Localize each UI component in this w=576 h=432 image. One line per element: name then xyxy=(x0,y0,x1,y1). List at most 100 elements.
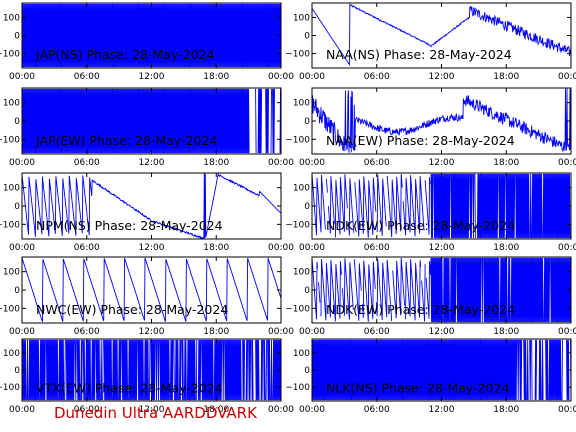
xtick-label: 06:00 xyxy=(364,243,390,253)
xtick-label: 12:00 xyxy=(429,72,455,82)
panel-title: NWC(EW) Phase: 28-May-2024 xyxy=(36,302,228,317)
trace-ndk-ew1 xyxy=(312,173,571,239)
ytick-label: 0 xyxy=(304,286,310,296)
xtick-label: 12:00 xyxy=(139,158,165,168)
xtick-label: 00:00 xyxy=(268,405,294,415)
xtick-label: 00:00 xyxy=(268,243,294,253)
ytick-label: −100 xyxy=(0,135,20,145)
trace-ndk-ew2 xyxy=(312,257,571,323)
ytick-label: 0 xyxy=(14,202,20,212)
ytick-label: 100 xyxy=(293,349,310,359)
ytick-label: −100 xyxy=(0,220,20,230)
ytick-label: 0 xyxy=(304,32,310,42)
xtick-label: 00:00 xyxy=(558,158,576,168)
xtick-label: 00:00 xyxy=(299,72,325,82)
xtick-label: 12:00 xyxy=(139,327,165,337)
panel-title: NDK(EW) Phase: 28-May-2024 xyxy=(326,218,515,233)
xtick-label: 00:00 xyxy=(558,72,576,82)
xtick-label: 18:00 xyxy=(203,72,229,82)
ytick-label: 100 xyxy=(293,268,310,278)
xtick-label: 12:00 xyxy=(139,72,165,82)
xtick-label: 00:00 xyxy=(558,405,576,415)
trace-naa-ns xyxy=(312,3,571,67)
trace-npm-ns xyxy=(22,173,281,239)
panel-naa-ns: 1000−10000:0006:0012:0018:0000:00NAA(NS)… xyxy=(285,2,576,82)
ytick-label: 100 xyxy=(293,13,310,23)
xtick-label: 00:00 xyxy=(9,243,35,253)
footer-credit: Dunedin Ultra AARDDVARK xyxy=(54,404,257,422)
ytick-label: 100 xyxy=(3,184,20,194)
ytick-label: 100 xyxy=(293,184,310,194)
ytick-label: −100 xyxy=(0,304,20,314)
ytick-label: 100 xyxy=(3,349,20,359)
xtick-label: 18:00 xyxy=(203,243,229,253)
xtick-label: 00:00 xyxy=(299,158,325,168)
xtick-label: 06:00 xyxy=(364,72,390,82)
xtick-label: 00:00 xyxy=(268,327,294,337)
xtick-label: 06:00 xyxy=(74,158,100,168)
xtick-label: 00:00 xyxy=(299,243,325,253)
xtick-label: 12:00 xyxy=(139,243,165,253)
xtick-label: 06:00 xyxy=(364,158,390,168)
xtick-label: 00:00 xyxy=(558,243,576,253)
xtick-label: 00:00 xyxy=(299,405,325,415)
xtick-label: 12:00 xyxy=(429,327,455,337)
panel-nlk-ns: 1000−10000:0006:0012:0018:0000:00NLK(NS)… xyxy=(285,338,576,415)
panel-title: NPM(NS) Phase: 28-May-2024 xyxy=(36,218,223,233)
ytick-label: 100 xyxy=(3,99,20,109)
ytick-label: 100 xyxy=(3,13,20,23)
panel-title: NAA(EW) Phase: 28-May-2024 xyxy=(326,133,515,148)
panel-title: VTX(EW) Phase: 28-May-2024 xyxy=(36,380,223,395)
xtick-label: 12:00 xyxy=(429,158,455,168)
panel-jap-ew: 1000−10000:0006:0012:0018:0000:00JAP(EW)… xyxy=(0,87,294,168)
ytick-label: 100 xyxy=(3,268,20,278)
ytick-label: 0 xyxy=(304,202,310,212)
xtick-label: 18:00 xyxy=(493,158,519,168)
xtick-label: 00:00 xyxy=(268,72,294,82)
xtick-label: 06:00 xyxy=(74,327,100,337)
ytick-label: −100 xyxy=(0,50,20,60)
trace-nwc-ew xyxy=(22,257,281,322)
xtick-label: 12:00 xyxy=(139,405,165,415)
panel-vtx-ew: 1000−10000:0006:0012:0018:0000:00VTX(EW)… xyxy=(0,338,294,415)
panel-title: NLK(NS) Phase: 28-May-2024 xyxy=(326,380,509,395)
xtick-label: 18:00 xyxy=(203,158,229,168)
xtick-label: 06:00 xyxy=(74,243,100,253)
xtick-label: 00:00 xyxy=(9,72,35,82)
trace-vtx-ew xyxy=(22,339,281,401)
panel-title: JAP(NS) Phase: 28-May-2024 xyxy=(35,47,214,62)
xtick-label: 00:00 xyxy=(268,158,294,168)
xtick-label: 06:00 xyxy=(74,72,100,82)
xtick-label: 18:00 xyxy=(493,243,519,253)
xtick-label: 00:00 xyxy=(9,327,35,337)
xtick-label: 00:00 xyxy=(299,327,325,337)
xtick-label: 18:00 xyxy=(493,327,519,337)
xtick-label: 00:00 xyxy=(9,158,35,168)
ytick-label: 0 xyxy=(14,366,20,376)
xtick-label: 12:00 xyxy=(429,405,455,415)
trace-jap-ew xyxy=(22,88,281,154)
xtick-label: 18:00 xyxy=(203,327,229,337)
ytick-label: 0 xyxy=(14,32,20,42)
panel-npm-ns: 1000−10000:0006:0012:0018:0000:00NPM(NS)… xyxy=(0,172,294,253)
panel-naa-ew: 1000−10000:0006:0012:0018:0000:00NAA(EW)… xyxy=(285,87,576,168)
ytick-label: 0 xyxy=(304,117,310,127)
ytick-label: −100 xyxy=(285,383,310,393)
panel-ndk-ew1: 1000−10000:0006:0012:0018:0000:00NDK(EW)… xyxy=(285,172,576,253)
xtick-label: 06:00 xyxy=(364,327,390,337)
panel-jap-ns: 1000−10000:0006:0012:0018:0000:00JAP(NS)… xyxy=(0,2,294,82)
panel-nwc-ew: 1000−10000:0006:0012:0018:0000:00NWC(EW)… xyxy=(0,256,294,337)
ytick-label: 0 xyxy=(14,286,20,296)
trace-naa-ew xyxy=(312,88,571,153)
panel-title: JAP(EW) Phase: 28-May-2024 xyxy=(35,133,217,148)
xtick-label: 00:00 xyxy=(9,405,35,415)
ytick-label: 0 xyxy=(304,366,310,376)
panel-title: NAA(NS) Phase: 28-May-2024 xyxy=(326,47,512,62)
ytick-label: 0 xyxy=(14,117,20,127)
xtick-label: 18:00 xyxy=(493,72,519,82)
xtick-label: 06:00 xyxy=(364,405,390,415)
xtick-label: 18:00 xyxy=(493,405,519,415)
ytick-label: −100 xyxy=(285,50,310,60)
ytick-label: −100 xyxy=(0,383,20,393)
